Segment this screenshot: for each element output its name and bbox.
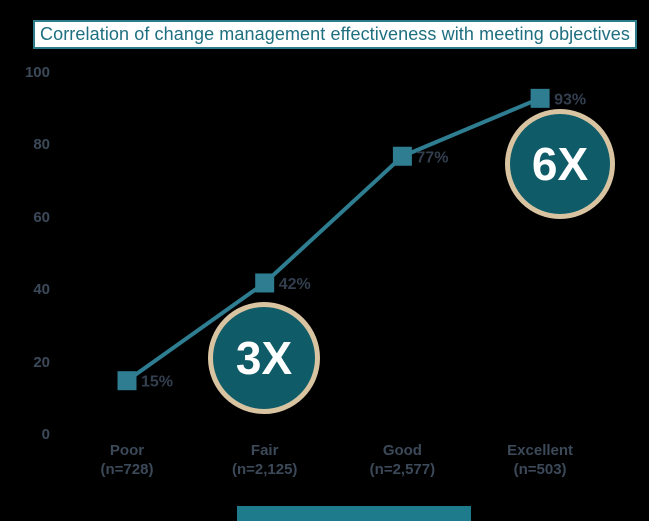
multiplier-badge-3x: 3X bbox=[208, 302, 320, 414]
data-point-marker bbox=[530, 88, 550, 108]
data-point-marker bbox=[117, 371, 137, 391]
x-axis-label: Excellent (n=503) bbox=[470, 441, 610, 479]
category-name: Excellent bbox=[507, 442, 574, 459]
category-sample-size: (n=728) bbox=[100, 461, 154, 478]
y-tick-label: 0 bbox=[41, 426, 50, 443]
y-tick-label: 40 bbox=[33, 281, 50, 299]
x-axis-label: Fair (n=2,125) bbox=[195, 441, 335, 479]
data-point-value: 42% bbox=[279, 276, 311, 293]
y-tick-label: 80 bbox=[33, 136, 50, 154]
trend-line bbox=[125, 96, 541, 383]
data-point-value: 93% bbox=[554, 91, 586, 108]
x-axis-label: Good (n=2,577) bbox=[332, 441, 472, 479]
category-name: Good bbox=[382, 442, 422, 459]
data-point-value: 15% bbox=[141, 374, 173, 391]
category-sample-size: (n=503) bbox=[513, 461, 567, 478]
category-sample-size: (n=2,577) bbox=[369, 461, 436, 478]
y-tick-label: 20 bbox=[33, 353, 50, 371]
x-axis-label: Poor (n=728) bbox=[57, 441, 197, 479]
y-tick-label: 100 bbox=[24, 64, 50, 81]
data-point-value: 77% bbox=[416, 149, 448, 166]
data-point-marker bbox=[255, 273, 275, 293]
category-sample-size: (n=2,125) bbox=[231, 461, 298, 478]
chart-title-box: Correlation of change management effecti… bbox=[33, 20, 637, 49]
multiplier-badge-6x: 6X bbox=[505, 109, 615, 219]
category-name: Fair bbox=[250, 442, 279, 459]
data-point-marker bbox=[392, 146, 412, 166]
footer-logo-bar bbox=[237, 506, 471, 521]
chart-title: Correlation of change management effecti… bbox=[40, 24, 630, 44]
y-tick-label: 60 bbox=[33, 208, 50, 226]
category-name: Poor bbox=[109, 442, 145, 459]
